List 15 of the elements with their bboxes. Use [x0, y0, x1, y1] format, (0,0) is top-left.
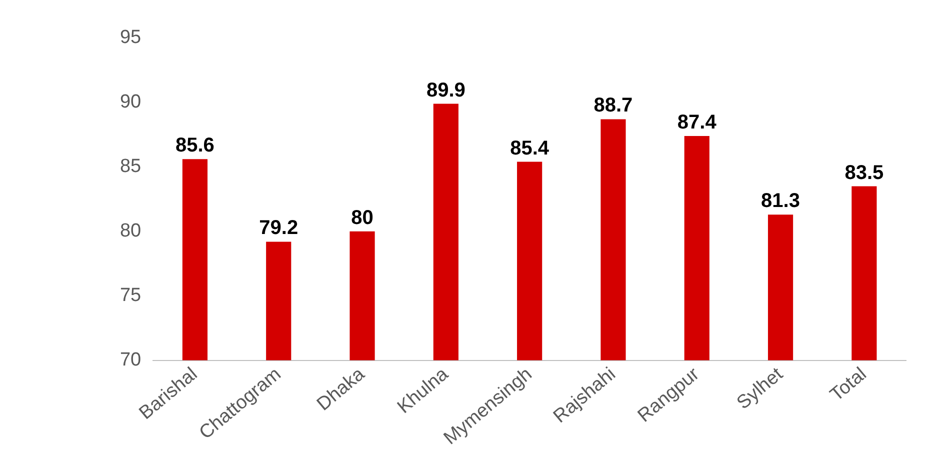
y-tick-label: 90 [120, 92, 142, 113]
y-tick-label: 95 [120, 27, 142, 48]
y-tick-label: 70 [120, 350, 142, 371]
data-label: 87.4 [677, 111, 718, 134]
data-label: 88.7 [594, 94, 633, 117]
data-label: 85.6 [175, 134, 214, 157]
data-label: 81.3 [761, 190, 800, 212]
y-tick-label: 80 [120, 220, 142, 242]
data-label: 89.9 [426, 79, 466, 102]
data-label: 79.2 [259, 217, 298, 240]
data-label: 85.4 [510, 137, 550, 160]
y-tick-label: 75 [120, 285, 142, 306]
data-label: 80 [351, 206, 374, 229]
y-tick-label: 85 [120, 156, 142, 178]
data-label: 83.5 [844, 162, 884, 184]
